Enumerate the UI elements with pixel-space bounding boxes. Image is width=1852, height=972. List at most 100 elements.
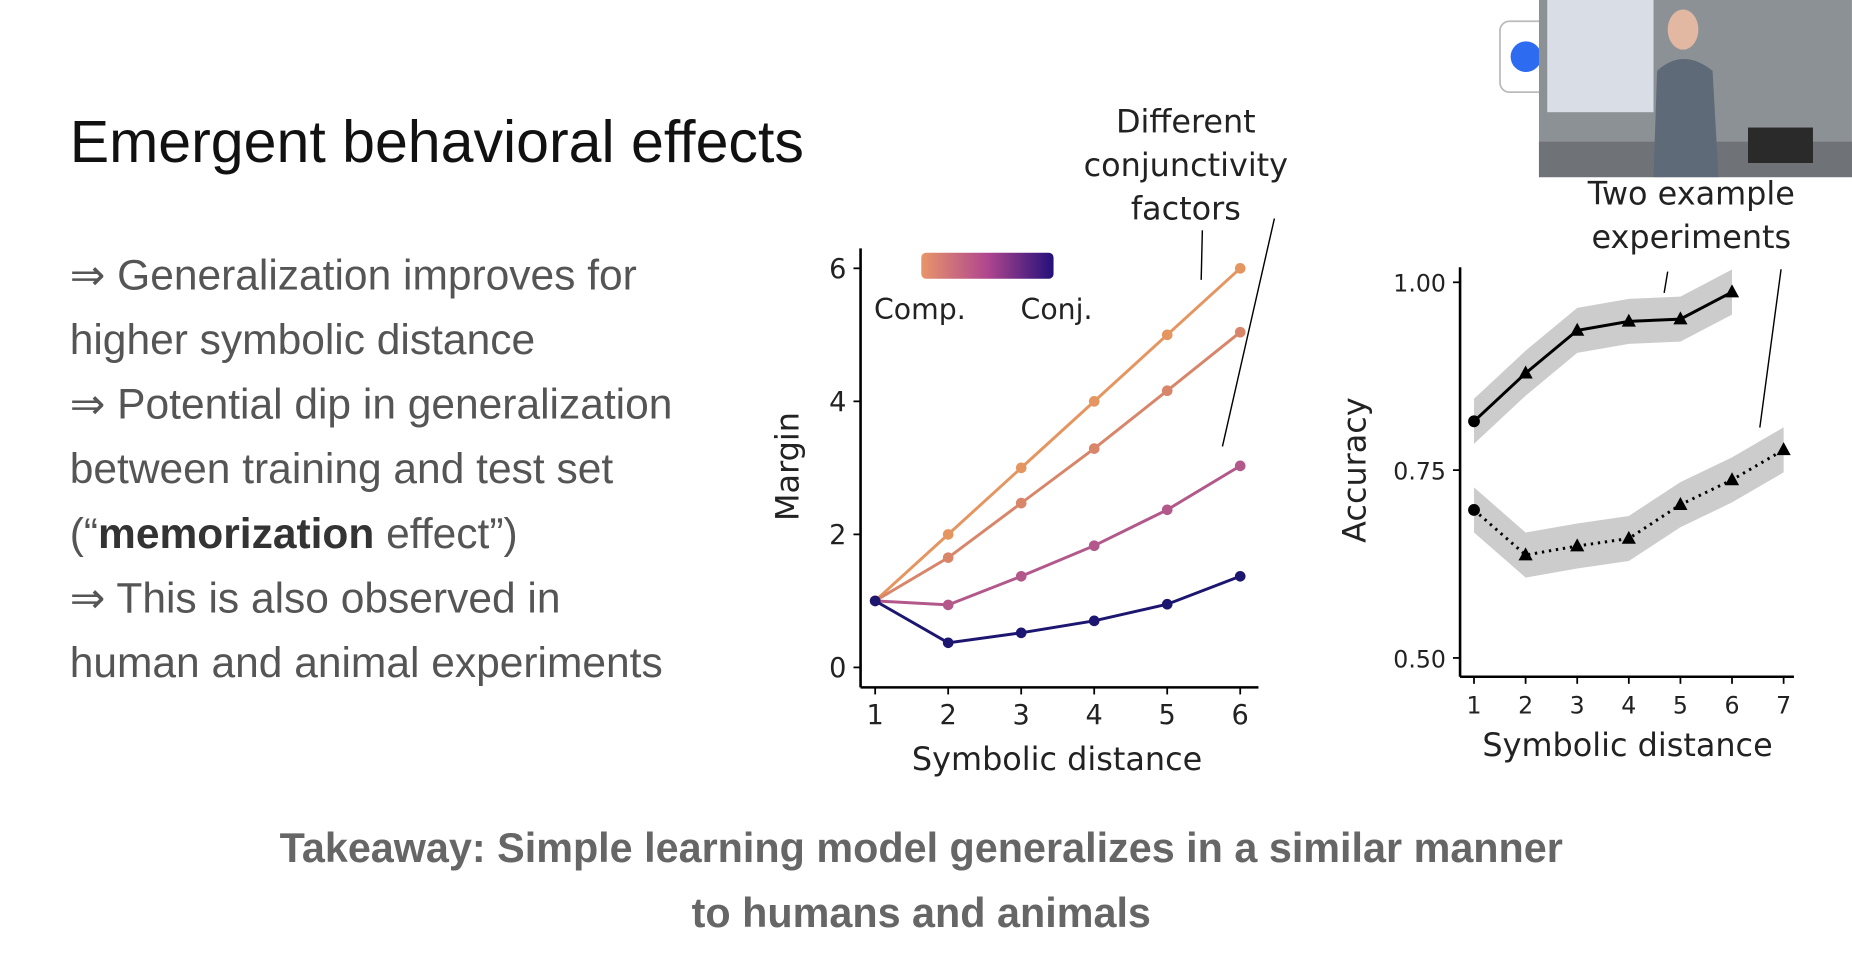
x-tick-label: 1 — [1466, 691, 1481, 719]
x-tick-label: 7 — [1776, 691, 1791, 719]
bullet-line: (“memorization effect”) — [70, 511, 518, 558]
takeaway-line: to humans and animals — [692, 890, 1151, 936]
y-tick-label: 6 — [829, 254, 846, 285]
accuracy-chart: 1 2 3 4 5 6 7 0.50 0.75 1.00 Symbolic distance Accu… — [1335, 174, 1795, 764]
point — [1673, 497, 1688, 511]
bold-text: memorization — [98, 511, 374, 558]
x-tick-label: 4 — [1086, 700, 1103, 731]
camera-feed — [1538, 0, 1852, 178]
annotation: Two example — [1587, 174, 1795, 212]
bullet-line: ⇒ This is also observed in — [70, 575, 561, 622]
point — [942, 637, 954, 649]
point — [1161, 504, 1173, 516]
takeaway: Takeaway: Simple learning model generali… — [280, 825, 1563, 936]
y-tick-label: 0.75 — [1393, 458, 1446, 486]
y-axis-label: Margin — [768, 412, 806, 521]
point — [1015, 497, 1027, 509]
point — [1161, 598, 1173, 610]
margin-chart: 1 2 3 4 5 6 0 2 4 6 Symbolic distance Margin Differe… — [768, 102, 1288, 778]
point — [1468, 504, 1480, 516]
y-tick-label: 0.50 — [1393, 645, 1446, 673]
x-tick-label: 5 — [1673, 691, 1688, 719]
point — [1234, 570, 1246, 582]
point — [1015, 627, 1027, 639]
legend-label: Comp. — [874, 293, 966, 326]
x-tick-label: 6 — [1725, 691, 1740, 719]
annotation-pointer — [1221, 218, 1276, 447]
series-line — [874, 267, 1242, 602]
point — [942, 552, 954, 563]
video-screen — [1547, 0, 1654, 113]
point — [1776, 442, 1791, 456]
point — [1015, 462, 1027, 474]
x-tick-label: 4 — [1621, 691, 1636, 719]
text-part: effect”) — [374, 511, 517, 558]
zoom-icon — [1510, 41, 1542, 73]
y-tick-label: 2 — [829, 520, 846, 551]
bullet-line: ⇒ Generalization improves for — [70, 252, 637, 299]
y-tick-label: 1.00 — [1393, 270, 1446, 298]
point — [1161, 329, 1173, 341]
video-head — [1667, 9, 1699, 50]
point — [1234, 460, 1246, 472]
annotation: Different — [1116, 102, 1256, 140]
bullet-line: higher symbolic distance — [70, 317, 535, 364]
bullet-line: ⇒ Potential dip in generalization — [70, 382, 673, 429]
annotation-pointer — [1759, 269, 1782, 428]
point — [1724, 284, 1740, 298]
legend-label: Conj. — [1021, 293, 1093, 326]
point — [1088, 615, 1100, 627]
series-line — [1472, 290, 1733, 423]
bullet-line: human and animal experiments — [70, 640, 663, 687]
point — [1088, 540, 1100, 552]
point — [869, 595, 881, 607]
point — [942, 529, 954, 540]
point — [1673, 311, 1688, 325]
point — [1570, 322, 1585, 336]
point — [1518, 547, 1533, 561]
series-line — [874, 574, 1241, 645]
point — [1724, 472, 1740, 486]
point — [1621, 530, 1636, 544]
point — [1234, 326, 1246, 338]
point — [1570, 538, 1585, 552]
point — [1015, 570, 1027, 582]
x-tick-label: 1 — [867, 700, 884, 731]
point — [1088, 443, 1100, 454]
point — [1518, 365, 1533, 379]
point — [1161, 385, 1173, 397]
annotation: factors — [1131, 190, 1241, 228]
x-tick-label: 2 — [940, 700, 957, 731]
colorbar — [921, 252, 1054, 279]
error-band — [1474, 427, 1784, 578]
x-tick-label: 3 — [1013, 700, 1030, 731]
point — [1088, 396, 1100, 407]
point — [1468, 415, 1480, 428]
bullet-line: between training and test set — [70, 446, 614, 493]
series-line — [874, 331, 1242, 603]
annotation: experiments — [1591, 218, 1791, 256]
x-tick-label: 3 — [1570, 691, 1585, 719]
error-band — [1474, 269, 1733, 444]
x-tick-label: 2 — [1518, 691, 1533, 719]
point — [942, 599, 954, 611]
y-tick-label: 4 — [829, 387, 846, 418]
y-tick-label: 0 — [829, 653, 846, 684]
x-tick-label: 5 — [1159, 700, 1176, 731]
text-part: (“ — [70, 511, 98, 558]
annotation-pointer — [1663, 271, 1669, 294]
annotation-pointer — [1200, 230, 1204, 280]
y-axis-label: Accuracy — [1335, 397, 1373, 543]
video-body — [1653, 59, 1719, 178]
series-line — [875, 464, 1241, 607]
point — [1621, 313, 1636, 327]
bullet-list: ⇒ Generalization improves for higher symb… — [70, 252, 673, 687]
x-axis-label: Symbolic distance — [1482, 726, 1772, 764]
video-laptop — [1748, 127, 1813, 163]
slide-title: Emergent behavioral effects — [70, 109, 804, 175]
point — [1234, 263, 1246, 274]
annotation: conjunctivity — [1084, 146, 1288, 184]
x-axis-label: Symbolic distance — [912, 740, 1202, 778]
